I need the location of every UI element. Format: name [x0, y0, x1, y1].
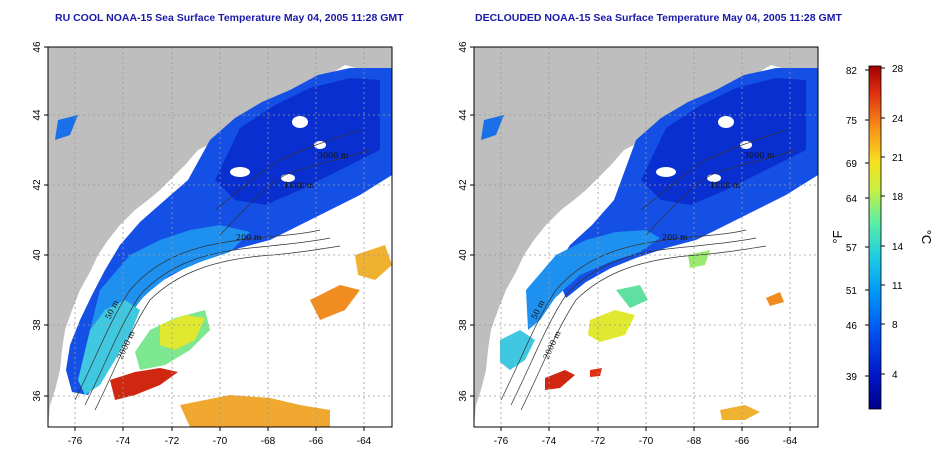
colorbar-f-39: 39 [846, 372, 858, 383]
right-lat-label-46: 46 [458, 41, 469, 53]
left-lon-label-68: -68 [261, 436, 276, 447]
colorbar-c-24: 24 [892, 114, 904, 125]
colorbar-f-46: 46 [846, 321, 858, 332]
colorbar-f-75: 75 [846, 116, 858, 127]
left-depth-label-1: 1000 m [284, 181, 315, 190]
left-grid [48, 47, 392, 427]
right-depth-label-2: 3000 m [744, 151, 775, 160]
left-lat-label-40: 40 [32, 249, 43, 261]
colorbar-f-82: 82 [846, 66, 858, 77]
colorbar-fahrenheit-unit: °F [830, 230, 845, 243]
left-sst-deep-blue [215, 78, 380, 205]
right-lat-label-36: 36 [458, 390, 469, 402]
colorbar-f-69: 69 [846, 159, 858, 170]
colorbar-gradient [868, 65, 882, 410]
right-sst-green-1 [616, 285, 648, 308]
right-lon-label-70: -70 [639, 436, 654, 447]
left-depth-contours [74, 129, 371, 411]
colorbar-c-14: 14 [892, 242, 904, 253]
right-lon-label-74: -74 [542, 436, 557, 447]
right-depth-label-1: 1000 m [710, 181, 741, 190]
left-sst-red-patch [110, 368, 178, 400]
right-lat-label-44: 44 [458, 109, 469, 121]
right-grid [474, 47, 818, 427]
left-coastal-water [55, 115, 78, 140]
colorbar-c-8: 8 [892, 320, 898, 331]
colorbar-celsius-unit: °C [919, 230, 934, 245]
right-lon-label-72: -72 [591, 436, 606, 447]
right-sst-red-patch [545, 370, 575, 390]
left-lat-label-38: 38 [32, 319, 43, 331]
left-lon-label-74: -74 [116, 436, 131, 447]
left-lon-label-70: -70 [213, 436, 228, 447]
right-sst-red-small [590, 368, 602, 377]
colorbar-c-11: 11 [892, 281, 903, 292]
left-map-title: RU COOL NOAA-15 Sea Surface Temperature … [55, 12, 404, 24]
colorbar-f-64: 64 [846, 194, 858, 205]
left-sst-cyan-shelf [78, 300, 140, 395]
left-lat-label-42: 42 [32, 179, 43, 191]
left-sst-mid-blue [85, 225, 250, 370]
right-map-title: DECLOUDED NOAA-15 Sea Surface Temperatur… [475, 12, 842, 24]
left-cloud-4 [281, 174, 295, 182]
right-lon-label-64: -64 [783, 436, 798, 447]
left-sst-orange-patch-2 [180, 395, 330, 427]
right-lat-label-42: 42 [458, 179, 469, 191]
left-lat-label-36: 36 [32, 390, 43, 402]
left-depth-label-2: 3000 m [318, 151, 349, 160]
right-depth-label-3: 200 m [662, 233, 688, 242]
right-depth-contours [500, 129, 797, 411]
colorbar-c-28: 28 [892, 64, 904, 75]
right-lon-label-68: -68 [687, 436, 702, 447]
colorbar-ticks [865, 67, 885, 377]
right-cloud-2 [718, 116, 734, 128]
left-land [48, 47, 392, 427]
right-map-panel: 1000 m 3000 m 200 m 50 m 2000 m 36 38 40… [458, 41, 819, 447]
right-sst-orange-patch-1 [766, 292, 784, 306]
left-lon-label-72: -72 [165, 436, 180, 447]
left-lat-label-46: 46 [32, 41, 43, 53]
left-lat-ticks [44, 46, 48, 397]
right-coastal-water [481, 115, 504, 140]
left-lon-label-64: -64 [357, 436, 372, 447]
left-lon-ticks [74, 427, 365, 431]
left-sst-orange-patch-1 [310, 285, 360, 320]
left-depth-label-3: 200 m [236, 233, 262, 242]
right-lon-ticks [500, 427, 791, 431]
right-lon-label-66: -66 [735, 436, 750, 447]
left-lat-label-44: 44 [32, 109, 43, 121]
right-sst-orange-patch-2 [720, 405, 760, 420]
colorbar-c-4: 4 [892, 370, 898, 381]
right-cloud-1 [656, 167, 676, 177]
colorbar-f-51: 51 [846, 286, 858, 297]
right-sst-deep-blue [641, 78, 806, 205]
left-cloud-1 [230, 167, 250, 177]
right-land [474, 47, 818, 427]
colorbar-f-57: 57 [846, 243, 858, 254]
right-lon-label-76: -76 [494, 436, 509, 447]
colorbar-c-18: 18 [892, 192, 904, 203]
left-lon-label-66: -66 [309, 436, 324, 447]
left-sst-yellow [160, 315, 205, 350]
left-cloud-2 [292, 116, 308, 128]
right-sst-cyan-shelf [500, 330, 535, 370]
right-sst-yellow [588, 310, 635, 342]
right-lat-ticks [470, 46, 474, 397]
right-cloud-4 [707, 174, 721, 182]
colorbar: 82 75 69 64 57 51 46 39 28 24 21 18 14 1… [830, 64, 934, 410]
right-lat-label-38: 38 [458, 319, 469, 331]
left-map-panel: 1000 m 3000 m 200 m 50 m 2000 m 36 38 [32, 41, 393, 447]
right-lat-label-40: 40 [458, 249, 469, 261]
left-lon-label-76: -76 [68, 436, 83, 447]
colorbar-c-21: 21 [892, 153, 904, 164]
